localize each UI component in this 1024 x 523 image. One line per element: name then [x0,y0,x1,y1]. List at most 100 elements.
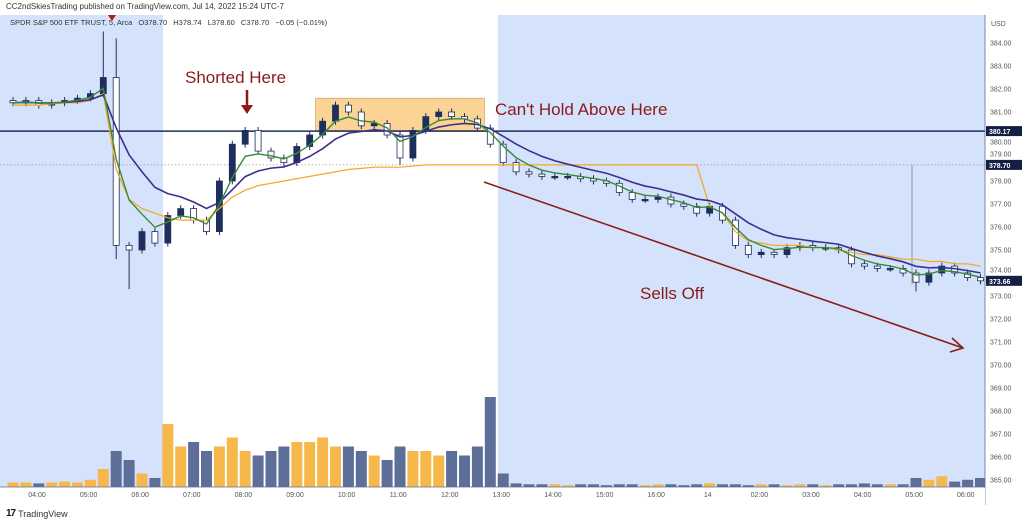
x-tick-label: 16:00 [647,492,665,499]
volume-bar [936,476,948,487]
ohlc-close: C378.70 [240,18,270,27]
price-axis [985,0,1024,505]
x-tick-label: 10:00 [338,492,356,499]
x-tick-label: 04:00 [854,492,872,499]
candle-body [925,272,933,283]
volume-bar [394,446,406,487]
volume-bar [110,451,122,487]
y-tick-label: 372.00 [990,317,1012,324]
candle-body [551,175,559,179]
x-tick-label: 07:00 [183,492,201,499]
candle-body [409,129,417,159]
y-tick-label: 371.00 [990,340,1012,347]
volume-bar [665,484,677,487]
volume-bar [484,397,496,487]
shorted-arrow-down-icon [241,105,253,114]
y-tick-label: 367.00 [990,432,1012,439]
volume-bar [768,484,780,487]
volume-bar [201,451,212,487]
candle-body [525,171,533,175]
x-tick-label: 03:00 [802,492,820,499]
volume-bar [704,483,716,487]
price-tag-label: 378.70 [989,163,1011,170]
volume-bar [975,478,986,487]
footer-brand[interactable]: TradingView [18,508,68,519]
volume-bar [729,484,741,487]
volume-bar [265,451,277,487]
candle-body [344,104,352,113]
volume-bar [226,437,238,487]
volume-bar [820,485,832,487]
price-tag [986,159,1022,170]
volume-bar [639,485,651,487]
candle-body [538,173,546,177]
candle-body [112,77,120,246]
volume-bar [600,485,612,487]
volume-bar [497,473,509,487]
volume-bar [884,484,896,487]
y-tick-label: 365.00 [990,478,1012,485]
volume-bar [33,483,45,487]
volume-bar [188,442,200,487]
volume-bar [84,479,96,487]
candle-body [254,129,262,152]
volume-bar [588,484,599,487]
candle-body [138,231,146,251]
candle-body [280,157,288,163]
volume-bar [562,485,574,487]
candle-body [306,134,314,147]
x-tick-label: 12:00 [441,492,459,499]
x-tick-label: 05:00 [905,492,923,499]
ohlc-open: O378.70 [138,18,168,27]
volume-bar [807,484,819,487]
x-tick-label: 09:00 [286,492,304,499]
volume-bar [755,484,767,487]
x-tick-label: 15:00 [596,492,614,499]
candle-body [177,208,185,216]
candle-body [770,251,778,256]
candle-body [448,111,456,117]
volume-bar [355,451,367,487]
volume-bar [781,485,793,487]
y-tick-label: 382.00 [990,87,1012,94]
volume-bar [278,446,290,487]
volume-bar [691,484,703,487]
x-tick-label: 02:00 [751,492,769,499]
volume-bar [575,484,587,487]
candle-body [912,272,920,283]
x-tick-label: 08:00 [235,492,253,499]
candle-body [151,231,159,244]
volume-bar [407,451,419,487]
volume-bar [342,446,354,487]
y-tick-label: 370.00 [990,363,1012,370]
candle-body [886,267,894,271]
volume-bar [833,484,845,487]
volume-bar [459,455,470,487]
volume-bar [420,451,432,487]
x-tick-label: 05:00 [80,492,98,499]
candle-body [370,123,378,127]
x-tick-label: 06:00 [957,492,975,499]
ema-slow-line [12,93,981,274]
candle-body [744,244,752,255]
publisher-line: CC2ndSkiesTrading published on TradingVi… [6,2,284,11]
volume-bar [471,446,483,487]
candle-body [396,134,404,159]
volume-bar [291,442,303,487]
x-tick-label: 06:00 [131,492,149,499]
price-tag [986,126,1022,137]
y-tick-label: 381.00 [990,110,1012,117]
candle-body [164,215,172,244]
resistance-zone-box [315,97,485,131]
candle-body [564,175,572,179]
selloff-arrowhead-icon [949,337,965,353]
symbol-name[interactable]: SPDR S&P 500 ETF TRUST, 5, Arca [10,18,133,27]
x-tick-label: 11:00 [390,492,407,499]
volume-bar [72,482,83,487]
volume-bar [381,460,393,487]
volume-bar [7,482,19,487]
volume-bar [46,482,58,487]
candle-body [512,162,520,173]
volume-bar [213,446,225,487]
